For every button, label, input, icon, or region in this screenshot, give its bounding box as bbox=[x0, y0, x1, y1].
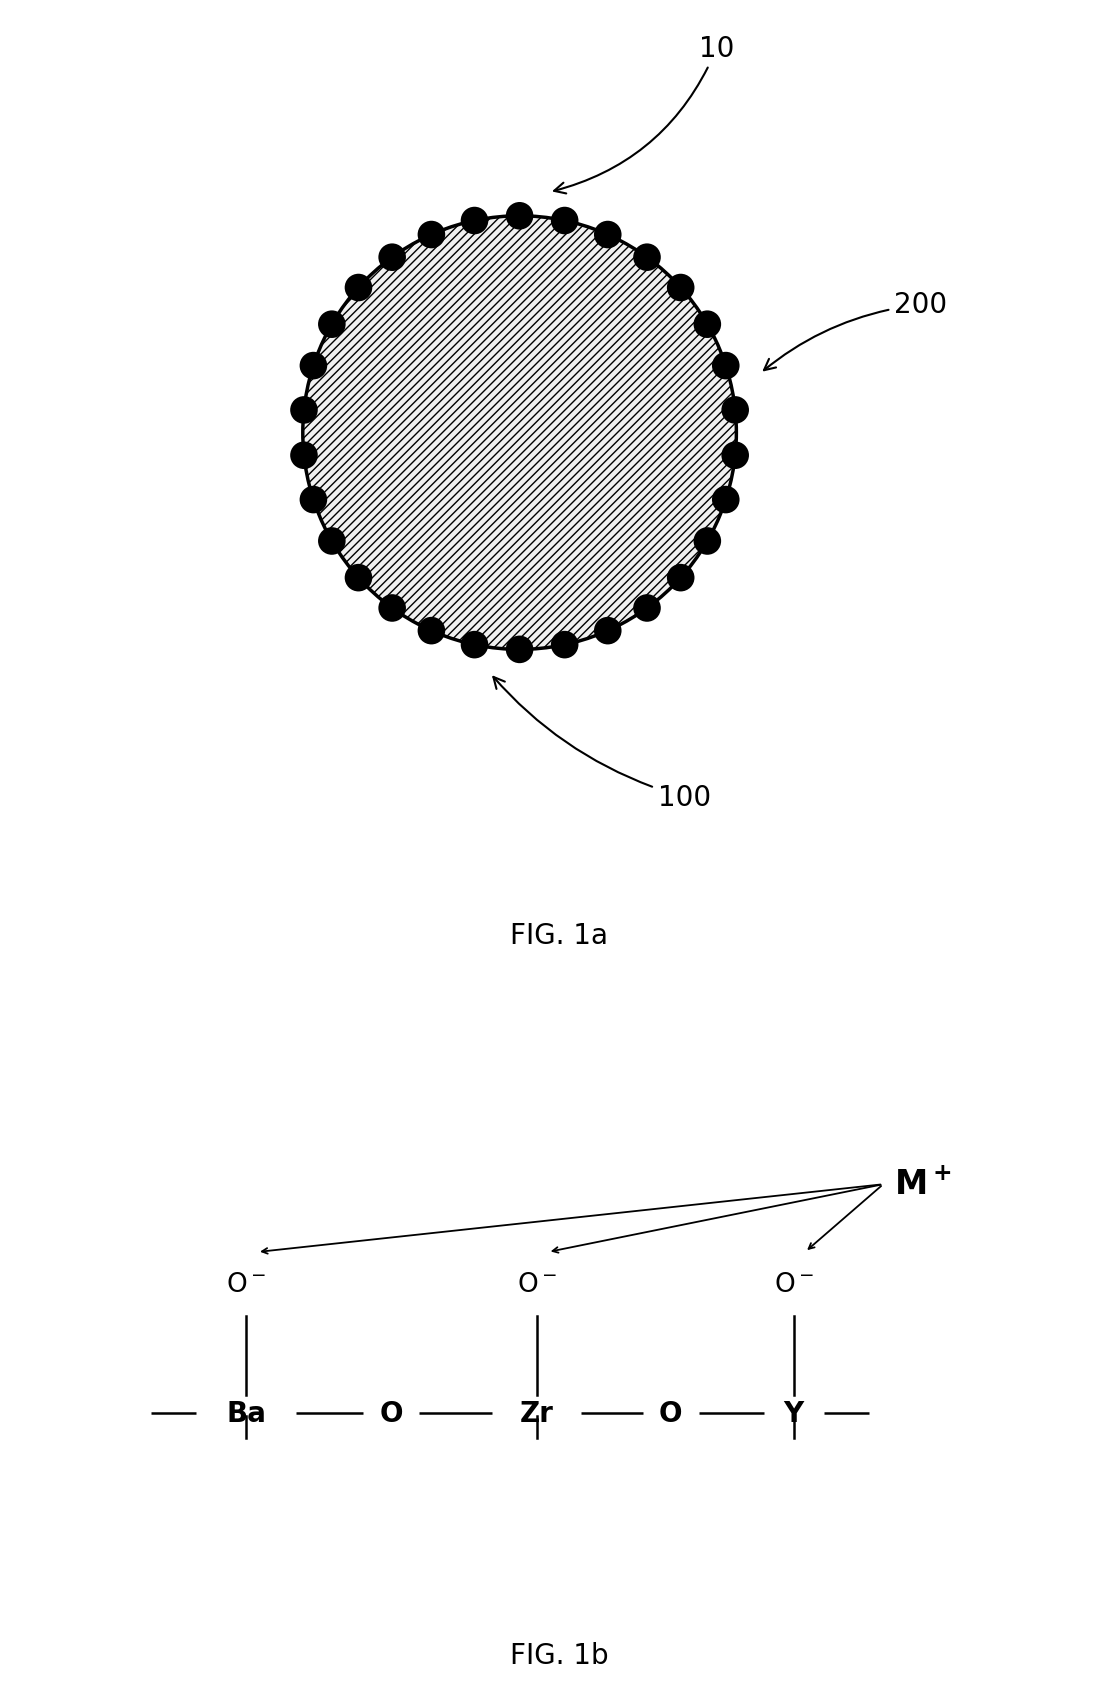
Text: 200: 200 bbox=[764, 292, 947, 370]
Text: Zr: Zr bbox=[520, 1399, 553, 1426]
Circle shape bbox=[693, 528, 721, 555]
Circle shape bbox=[551, 632, 578, 659]
Text: 100: 100 bbox=[493, 678, 711, 812]
Circle shape bbox=[461, 207, 489, 236]
Text: Ba: Ba bbox=[226, 1399, 266, 1426]
Circle shape bbox=[318, 528, 345, 555]
Text: 10: 10 bbox=[555, 36, 735, 194]
Circle shape bbox=[721, 441, 749, 470]
Circle shape bbox=[633, 245, 661, 272]
Circle shape bbox=[291, 397, 318, 424]
Circle shape bbox=[551, 207, 578, 236]
Circle shape bbox=[721, 397, 749, 424]
Text: O$^-$: O$^-$ bbox=[226, 1272, 266, 1297]
Circle shape bbox=[712, 353, 740, 380]
Circle shape bbox=[418, 618, 445, 645]
Text: O$^-$: O$^-$ bbox=[774, 1272, 814, 1297]
Text: $\mathbf{M^+}$: $\mathbf{M^+}$ bbox=[894, 1168, 951, 1200]
Circle shape bbox=[693, 311, 721, 340]
Circle shape bbox=[303, 217, 737, 650]
Circle shape bbox=[667, 564, 694, 593]
Text: FIG. 1a: FIG. 1a bbox=[510, 922, 608, 949]
Circle shape bbox=[318, 311, 345, 340]
Circle shape bbox=[344, 564, 372, 593]
Circle shape bbox=[378, 594, 406, 623]
Circle shape bbox=[505, 637, 533, 664]
Circle shape bbox=[300, 353, 328, 380]
Circle shape bbox=[418, 222, 445, 250]
Circle shape bbox=[461, 632, 489, 659]
Circle shape bbox=[633, 594, 661, 623]
Circle shape bbox=[291, 441, 318, 470]
Text: O$^-$: O$^-$ bbox=[517, 1272, 557, 1297]
Circle shape bbox=[594, 222, 622, 250]
Circle shape bbox=[594, 618, 622, 645]
Circle shape bbox=[378, 245, 406, 272]
Circle shape bbox=[712, 487, 740, 514]
Circle shape bbox=[300, 487, 328, 514]
Circle shape bbox=[344, 275, 372, 302]
Text: O: O bbox=[659, 1399, 683, 1426]
Text: O: O bbox=[379, 1399, 404, 1426]
Text: Y: Y bbox=[784, 1399, 804, 1426]
Circle shape bbox=[505, 202, 533, 231]
Circle shape bbox=[667, 275, 694, 302]
Text: FIG. 1b: FIG. 1b bbox=[510, 1642, 608, 1669]
